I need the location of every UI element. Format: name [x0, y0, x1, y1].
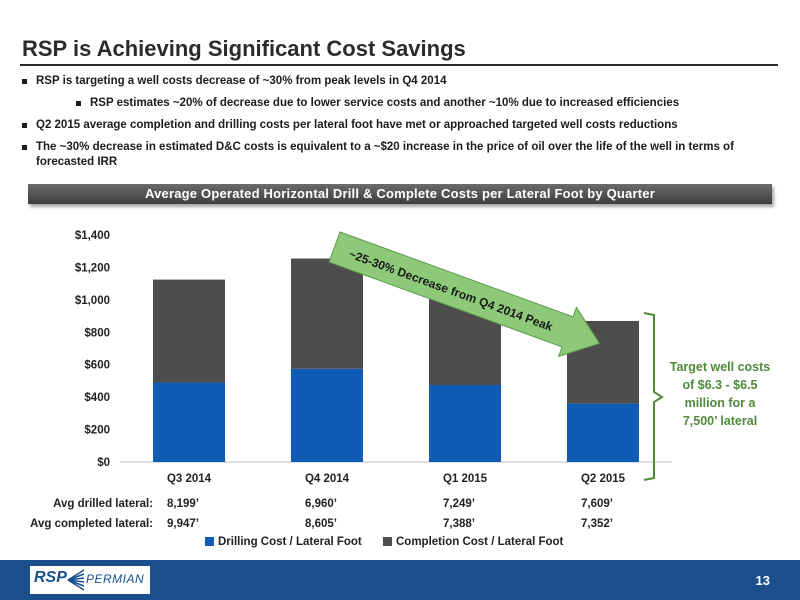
- page-title: RSP is Achieving Significant Cost Saving…: [22, 36, 466, 61]
- legend-swatch-drilling: [205, 537, 214, 546]
- drilling-cost-bar: [153, 382, 225, 462]
- legend-label: Drilling Cost / Lateral Foot: [218, 536, 362, 548]
- drilling-cost-bar: [567, 403, 639, 462]
- y-tick-label: $1,200: [75, 262, 110, 274]
- bullet-item: The ~30% decrease in estimated D&C costs…: [22, 140, 782, 170]
- logo-text-permian: PERMIAN: [86, 572, 145, 586]
- completion-cost-bar: [153, 279, 225, 383]
- legend-label: Completion Cost / Lateral Foot: [396, 536, 564, 548]
- x-tick-label: Q2 2015: [581, 473, 626, 485]
- bullet-item: Q2 2015 average completion and drilling …: [22, 118, 782, 133]
- table-cell: 6,960’: [305, 498, 337, 510]
- cost-chart: $0 $200 $400 $600 $800 $1,000 $1,200 $1,400 Q3 2…: [30, 230, 771, 548]
- bullet-item: RSP is targeting a well costs decrease o…: [22, 74, 782, 89]
- drilling-cost-bar: [429, 384, 501, 462]
- arrow-shape: [328, 231, 601, 358]
- y-tick-label: $400: [84, 392, 110, 404]
- bracket-annotation-line: Target well costs: [670, 360, 771, 374]
- logo-mark-icon: [67, 569, 85, 591]
- title-divider: [20, 64, 778, 66]
- x-tick-label: Q1 2015: [443, 473, 488, 485]
- table-cell: 7,609’: [581, 498, 613, 510]
- bracket-annotation-line: million for a: [685, 396, 757, 410]
- table-cell: 7,352’: [581, 518, 613, 530]
- table-cell: 7,388’: [443, 518, 475, 530]
- table-cell: 8,605’: [305, 518, 337, 530]
- y-tick-label: $800: [84, 327, 110, 339]
- logo-text-rsp: RSP: [34, 569, 67, 586]
- table-row-label: Avg completed lateral:: [30, 518, 153, 530]
- table-cell: 9,947’: [167, 518, 199, 530]
- target-bracket: [643, 312, 664, 481]
- y-tick-label: $1,400: [75, 230, 110, 242]
- table-cell: 7,249’: [443, 498, 475, 510]
- y-tick-label: $1,000: [75, 295, 110, 307]
- table-row-label: Avg drilled lateral:: [53, 498, 153, 510]
- x-tick-label: Q4 2014: [305, 473, 350, 485]
- x-tick-label: Q3 2014: [167, 473, 212, 485]
- drilling-cost-bar: [291, 368, 363, 462]
- bullet-subitem: RSP estimates ~20% of decrease due to lo…: [76, 96, 782, 111]
- chart-banner: Average Operated Horizontal Drill & Comp…: [28, 184, 772, 204]
- legend-swatch-completion: [383, 537, 392, 546]
- bracket-annotation-line: 7,500’ lateral: [683, 414, 757, 428]
- table-cell: 8,199’: [167, 498, 199, 510]
- y-tick-label: $200: [84, 425, 110, 437]
- y-tick-label: $600: [84, 360, 110, 372]
- page-number: 13: [755, 573, 770, 588]
- bracket-annotation-line: of $6.3 - $6.5: [682, 378, 757, 392]
- company-logo: RSP PERMIAN: [30, 566, 150, 594]
- y-tick-label: $0: [97, 457, 110, 469]
- bullet-list: RSP is targeting a well costs decrease o…: [22, 74, 782, 177]
- completion-cost-bar: [291, 258, 363, 369]
